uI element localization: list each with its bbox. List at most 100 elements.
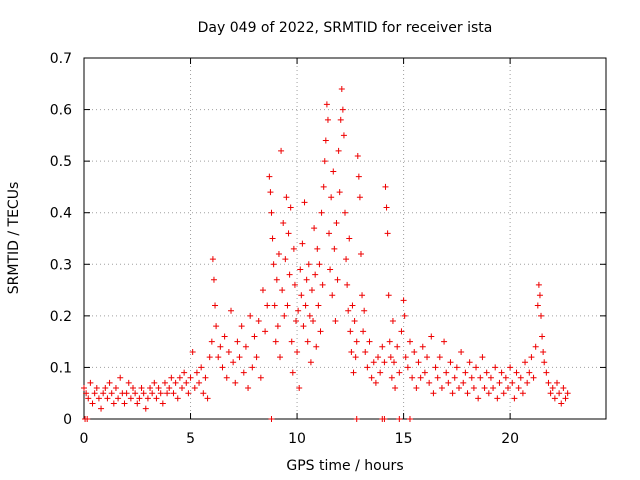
data-point [251, 333, 258, 340]
data-point [185, 390, 192, 397]
data-point [316, 261, 323, 268]
data-point [492, 364, 499, 371]
data-point [443, 369, 450, 376]
data-point [379, 343, 386, 350]
data-point [168, 374, 175, 381]
data-point [541, 359, 548, 366]
data-point [136, 395, 143, 402]
x-tick-label: 10 [288, 431, 306, 447]
data-point [530, 374, 537, 381]
data-point [538, 312, 545, 319]
data-point [236, 354, 243, 361]
data-point [274, 323, 281, 330]
data-point [470, 385, 477, 392]
data-point [225, 348, 232, 355]
data-point [204, 395, 211, 402]
data-point [319, 281, 326, 288]
data-point [513, 369, 520, 376]
data-point [98, 405, 105, 412]
data-point [313, 343, 320, 350]
data-point [453, 364, 460, 371]
data-point [388, 374, 395, 381]
data-point [323, 101, 330, 108]
data-point [468, 374, 475, 381]
data-point [189, 348, 196, 355]
data-point [307, 359, 314, 366]
x-tick-label: 0 [80, 431, 89, 447]
data-point [438, 385, 445, 392]
data-point [327, 266, 334, 273]
data-point [311, 225, 318, 232]
data-point [540, 348, 547, 355]
data-point [351, 318, 358, 325]
data-point [329, 292, 336, 299]
data-point [91, 390, 98, 397]
data-point [384, 230, 391, 237]
data-point [95, 395, 102, 402]
data-point [210, 276, 217, 283]
data-point [272, 338, 279, 345]
data-point [125, 379, 132, 386]
data-point [234, 338, 241, 345]
chart-title: Day 049 of 2022, SRMTID for receiver ist… [198, 20, 493, 36]
data-point [81, 385, 87, 392]
data-point [295, 307, 302, 314]
data-point [308, 287, 315, 294]
data-point [89, 400, 96, 407]
data-point [331, 245, 338, 252]
data-point [240, 369, 247, 376]
data-point [282, 256, 289, 263]
data-point [221, 333, 228, 340]
data-point [296, 385, 303, 392]
data-point [415, 359, 422, 366]
data-point [288, 338, 295, 345]
data-point [257, 374, 264, 381]
plot-area-border [83, 57, 607, 420]
data-point [462, 369, 469, 376]
data-point [242, 343, 249, 350]
y-tick-label: 0.3 [50, 257, 72, 273]
data-point [436, 354, 443, 361]
data-point [551, 395, 558, 402]
data-point [502, 374, 509, 381]
data-point [494, 395, 501, 402]
data-point [485, 390, 492, 397]
data-point [509, 379, 516, 386]
data-point [306, 312, 313, 319]
data-point [391, 359, 398, 366]
data-point [343, 256, 350, 263]
data-point [140, 390, 147, 397]
data-point [297, 266, 304, 273]
data-point [445, 379, 452, 386]
data-point [368, 374, 375, 381]
data-point [434, 374, 441, 381]
data-point [287, 204, 294, 211]
data-point [553, 379, 560, 386]
data-point [238, 323, 245, 330]
data-point [110, 400, 117, 407]
data-point [336, 189, 343, 196]
data-point [228, 307, 235, 314]
data-point [123, 390, 130, 397]
data-point [417, 374, 424, 381]
data-point [209, 256, 216, 263]
data-point [409, 374, 416, 381]
data-point [202, 374, 209, 381]
data-point [166, 385, 173, 392]
data-point [352, 354, 359, 361]
data-point [340, 132, 347, 139]
data-point [253, 354, 260, 361]
y-axis-label: SRMTID / TECUs [6, 182, 22, 295]
data-point [247, 312, 254, 319]
data-point [332, 318, 339, 325]
data-point [346, 235, 353, 242]
data-point [345, 307, 352, 314]
data-point [517, 374, 524, 381]
data-point [411, 348, 418, 355]
data-point [386, 338, 393, 345]
data-point [170, 390, 177, 397]
data-point [562, 395, 569, 402]
data-point [344, 281, 351, 288]
data-point [153, 395, 160, 402]
